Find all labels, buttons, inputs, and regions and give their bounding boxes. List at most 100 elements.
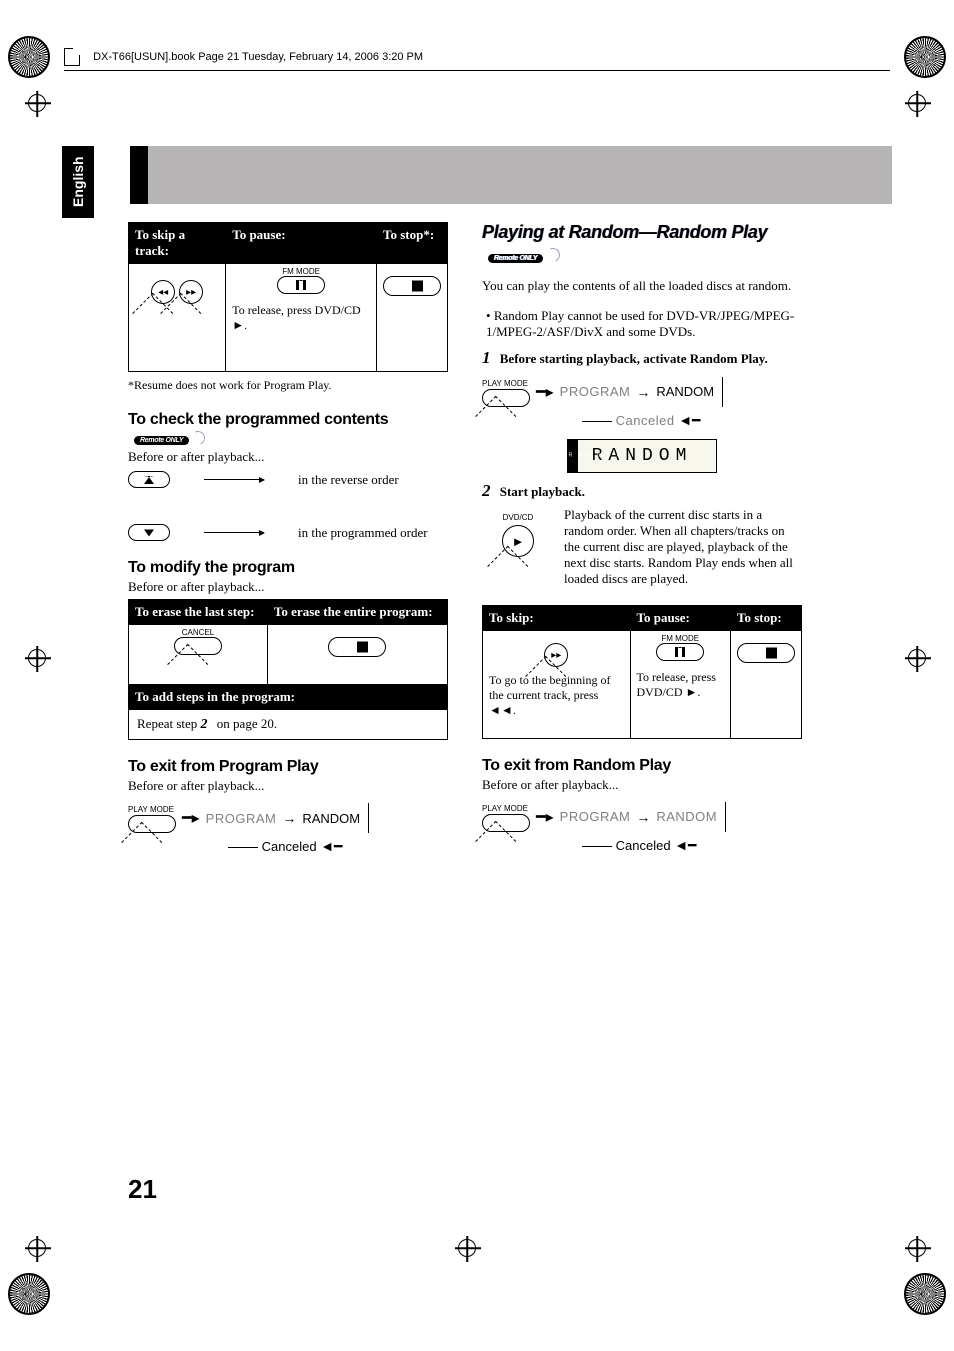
signal-arc-icon xyxy=(189,429,207,447)
fm-mode-label: FM MODE xyxy=(282,267,320,276)
fm-mode-label: FM MODE xyxy=(661,634,699,643)
dvdcd-label: DVD/CD xyxy=(503,513,534,522)
th-erase-last: To erase the last step: xyxy=(129,600,268,625)
add-steps-text: Repeat step 2 on page 20. xyxy=(129,710,448,740)
cycle-program: PROGRAM xyxy=(560,384,631,399)
play-mode-button xyxy=(482,389,530,407)
restriction-item: Random Play cannot be used for DVD-VR/JP… xyxy=(486,308,802,340)
cycle-program: PROGRAM xyxy=(560,809,631,824)
reg-mark xyxy=(908,649,926,667)
cycle-program: PROGRAM xyxy=(206,811,277,826)
cell-pause: FM MODE To release, press DVD/CD ►. xyxy=(226,264,377,372)
lcd-display: RANDOM RANDOM xyxy=(567,439,718,473)
th-skip: To skip: xyxy=(483,605,631,630)
language-tab: English xyxy=(62,146,94,218)
play-mode-label: PLAY MODE xyxy=(128,805,174,814)
exit-program-caption: Before or after playback... xyxy=(128,778,448,794)
reg-mark xyxy=(908,1239,926,1257)
th-stop: To stop*: xyxy=(376,223,447,264)
step2-paragraph: Playback of the current disc starts in a… xyxy=(564,507,802,587)
th-stop: To stop: xyxy=(730,605,801,630)
controls-table: To skip a track: To pause: To stop*: ◂◂ … xyxy=(128,222,448,372)
reg-mark xyxy=(28,649,46,667)
play-mode-label: PLAY MODE xyxy=(482,804,528,813)
cursor-up-button xyxy=(128,471,170,488)
crop-dial-bl xyxy=(8,1273,50,1315)
lcd-badge: RANDOM xyxy=(569,453,627,458)
stop-button xyxy=(383,276,441,296)
cycle-random: RANDOM xyxy=(656,809,717,824)
resume-note: *Resume does not work for Program Play. xyxy=(128,378,448,393)
header-rule xyxy=(64,70,890,71)
step-1: 1 Before starting playback, activate Ran… xyxy=(482,348,802,368)
random-controls-table: To skip: To pause: To stop: ▸▸ To go to … xyxy=(482,605,802,739)
cell-pause: FM MODE To release, press DVD/CD ►. xyxy=(630,630,730,738)
arrow-icon xyxy=(204,532,264,533)
cell-stop xyxy=(730,630,801,738)
exit-random-cycle: PLAY MODE ━▸ PROGRAM → RANDOM Canceled ◄… xyxy=(482,799,802,854)
cycle-random: RANDOM xyxy=(302,811,360,826)
programmed-order-row: in the programmed order xyxy=(128,524,448,541)
header-text: DX-T66[USUN].book Page 21 Tuesday, Febru… xyxy=(93,51,423,63)
stop-button xyxy=(328,637,386,657)
th-pause: To pause: xyxy=(226,223,377,264)
random-restrictions: Random Play cannot be used for DVD-VR/JP… xyxy=(486,308,802,340)
pause-release-note: To release, press DVD/CD ►. xyxy=(232,303,370,333)
remote-only-badge: Remote ONLY xyxy=(488,244,560,265)
cycle-canceled: Canceled xyxy=(616,413,675,428)
pause-button: FM MODE xyxy=(277,276,325,294)
modify-table: To erase the last step: To erase the ent… xyxy=(128,599,448,740)
reg-mark xyxy=(28,94,46,112)
play-button: ► xyxy=(502,525,534,557)
exit-random-caption: Before or after playback... xyxy=(482,777,802,793)
next-track-button: ▸▸ xyxy=(179,280,203,304)
signal-arc-icon xyxy=(544,246,562,264)
step-2: 2 Start playback. xyxy=(482,481,802,501)
arrow-icon xyxy=(204,479,264,480)
th-pause: To pause: xyxy=(630,605,730,630)
programmed-order-label: in the programmed order xyxy=(298,525,428,541)
check-heading: To check the programmed contents Remote … xyxy=(128,411,448,447)
cancel-label: CANCEL xyxy=(182,628,214,637)
modify-caption: Before or after playback... xyxy=(128,579,448,595)
reverse-order-row: in the reverse order xyxy=(128,471,448,488)
next-track-button: ▸▸ xyxy=(544,643,568,667)
reverse-order-label: in the reverse order xyxy=(298,472,399,488)
cycle-canceled: Canceled xyxy=(262,839,317,854)
pause-button: FM MODE xyxy=(656,643,704,661)
cancel-button: CANCEL xyxy=(174,637,222,655)
cell-skip: ◂◂ ▸▸ xyxy=(129,264,226,372)
cycle-random: RANDOM xyxy=(656,384,714,399)
th-erase-all: To erase the entire program: xyxy=(267,600,447,625)
crop-dial-tr xyxy=(904,36,946,78)
modify-heading: To modify the program xyxy=(128,559,448,577)
exit-random-heading: To exit from Random Play xyxy=(482,757,802,775)
th-add-steps: To add steps in the program: xyxy=(129,685,448,710)
exit-program-heading: To exit from Program Play xyxy=(128,758,448,776)
cycle-canceled: Canceled xyxy=(616,838,671,853)
section-band xyxy=(130,146,892,204)
random-play-title: Playing at Random—Random Play Remote ONL… xyxy=(482,222,802,265)
crop-dial-tl xyxy=(8,36,50,78)
document-icon xyxy=(64,48,80,66)
reg-mark xyxy=(458,1239,476,1257)
exit-program-cycle: PLAY MODE ━▸ PROGRAM → RANDOM Canceled ◄… xyxy=(128,800,448,855)
cell-cancel: CANCEL xyxy=(129,625,268,685)
play-mode-button xyxy=(482,814,530,832)
reg-mark xyxy=(908,94,926,112)
th-skip: To skip a track: xyxy=(129,223,226,264)
cell-stop xyxy=(376,264,447,372)
check-caption: Before or after playback... xyxy=(128,449,448,465)
play-mode-button xyxy=(128,815,176,833)
page-number: 21 xyxy=(128,1174,157,1205)
play-mode-label: PLAY MODE xyxy=(482,379,528,388)
reg-mark xyxy=(28,1239,46,1257)
crop-dial-br xyxy=(904,1273,946,1315)
cursor-down-button xyxy=(128,524,170,541)
random-intro: You can play the contents of all the loa… xyxy=(482,278,802,295)
stop-button xyxy=(737,643,795,663)
random-activate-cycle: PLAY MODE ━▸ PROGRAM → RANDOM Canceled ◄… xyxy=(482,374,802,473)
header-meta: DX-T66[USUN].book Page 21 Tuesday, Febru… xyxy=(64,48,423,66)
cell-skip: ▸▸ To go to the beginning of the current… xyxy=(483,630,631,738)
pause-release-note: To release, press DVD/CD ►. xyxy=(637,670,724,700)
